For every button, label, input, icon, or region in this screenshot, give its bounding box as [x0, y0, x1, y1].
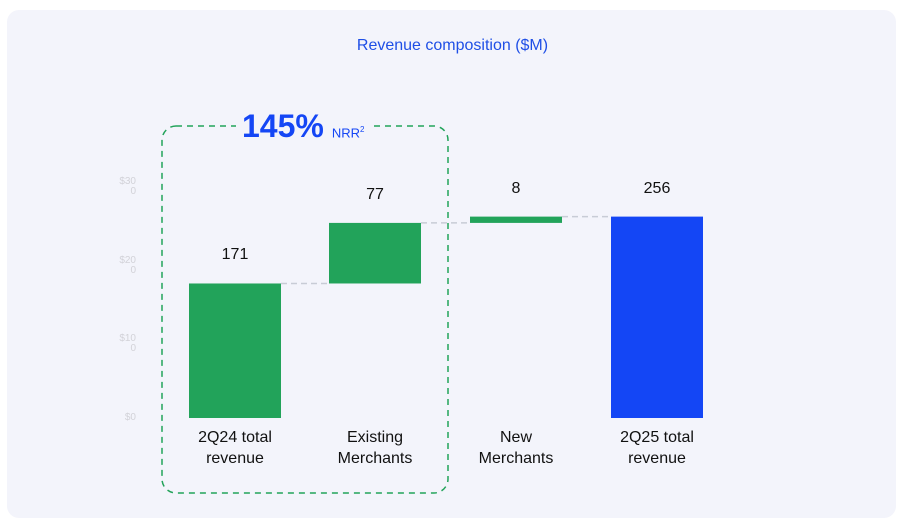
category-label: New Merchants — [451, 427, 581, 469]
category-label-line: Merchants — [478, 450, 554, 467]
category-label: 2Q24 total revenue — [170, 427, 300, 469]
bar-1 — [189, 283, 281, 418]
y-tick-label-line: $30 — [119, 176, 136, 187]
y-tick-label-line: $0 — [124, 412, 136, 423]
y-tick-label-line: 0 — [130, 186, 136, 197]
value-label: 77 — [366, 185, 384, 203]
bar-4 — [611, 216, 703, 418]
y-tick-label: $10 0 — [106, 334, 136, 354]
category-label-line: Merchants — [337, 450, 413, 467]
category-label-line: 2Q24 total — [198, 429, 272, 446]
value-label: 256 — [643, 179, 671, 197]
chart-card — [7, 10, 896, 518]
value-label: 171 — [221, 246, 249, 264]
y-tick-label-line: 0 — [130, 343, 136, 355]
y-tick-label: $20 0 — [106, 254, 136, 276]
category-label: 2Q25 total revenue — [592, 427, 722, 469]
bar-3 — [470, 216, 562, 223]
y-tick-label-line: 0 — [130, 264, 136, 276]
bar-2 — [329, 222, 421, 284]
category-label-line: Existing — [346, 429, 404, 446]
nrr-annotation: 145% NRR2 — [236, 108, 371, 145]
nrr-label: NRR2 — [332, 125, 365, 140]
category-label-line: New — [499, 429, 532, 446]
y-tick-label-line: $20 — [119, 254, 136, 266]
y-tick-label: $30 0 — [106, 177, 136, 197]
category-label-line: revenue — [628, 450, 686, 467]
nrr-footnote: 2 — [360, 124, 365, 134]
category-label-line: 2Q25 total — [620, 429, 694, 446]
nrr-bracket — [161, 125, 449, 494]
y-tick-label: $0 — [106, 413, 136, 423]
category-label: Existing Merchants — [310, 427, 440, 469]
nrr-percentage: 145% — [242, 108, 324, 144]
nrr-label-text: NRR — [331, 125, 361, 140]
category-label-line: revenue — [206, 450, 264, 467]
chart-title: Revenue composition ($M) — [356, 37, 549, 54]
value-label: 8 — [511, 179, 521, 197]
y-tick-label-line: $10 — [119, 333, 136, 345]
